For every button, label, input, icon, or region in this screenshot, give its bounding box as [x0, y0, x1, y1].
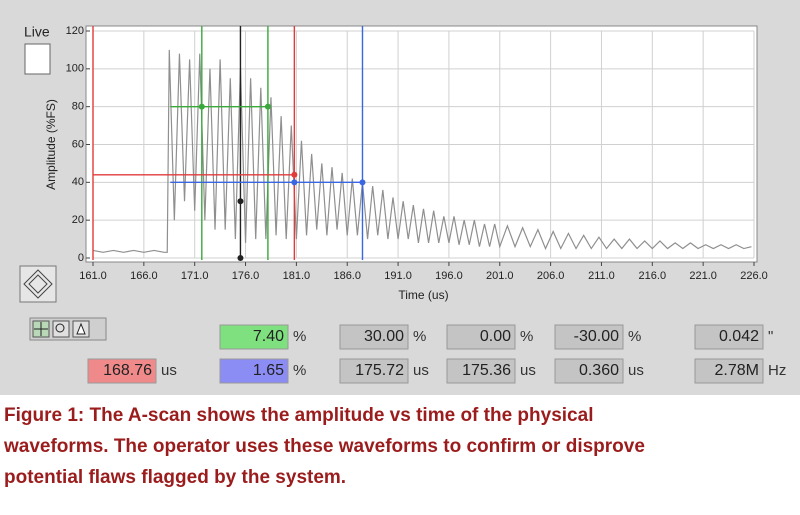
cursor-point — [291, 179, 298, 186]
nav-button[interactable] — [19, 265, 57, 303]
nav-frame — [19, 265, 57, 303]
readout-unit: " — [768, 328, 773, 345]
x-axis-label: Time (us) — [398, 288, 448, 302]
y-tick-label: 20 — [72, 214, 84, 226]
caption-line: Figure 1: The A-scan shows the amplitude… — [4, 405, 593, 426]
readout-unit: Hz — [768, 362, 786, 379]
plot: 161.0 166.0 171.0 176.0 181.0 186.0 191.0 196.0… — [44, 25, 768, 302]
x-tick-label: 216.0 — [639, 270, 667, 282]
readout-value: 0.360 — [579, 362, 619, 379]
y-tick-label: 120 — [66, 25, 84, 37]
y-axis-label: Amplitude (%FS) — [44, 99, 58, 190]
readout-box — [446, 324, 516, 350]
x-tick-label: 166.0 — [130, 270, 158, 282]
readout-value: 175.36 — [462, 362, 511, 379]
x-tick-label: 206.0 — [537, 270, 565, 282]
readout-box — [694, 324, 764, 350]
readout-value: -30.00 — [574, 328, 619, 345]
readout-value: 7.40 — [253, 328, 284, 345]
readouts: 7.40% 30.00% 0.00% -30.00% 0.042 " 168.76 us 1.6… — [87, 324, 786, 384]
x-tick-label: 171.0 — [181, 270, 209, 282]
cursor-point — [264, 103, 271, 110]
nav-diamond — [23, 269, 53, 299]
waveform — [92, 49, 752, 253]
readout-box — [554, 324, 624, 350]
x-tick-label: 161.0 — [79, 270, 107, 282]
caption-line: potential flaws flagged by the system. — [4, 467, 346, 488]
x-tick-label: 181.0 — [283, 270, 311, 282]
x-tick-label: 201.0 — [486, 270, 514, 282]
y-tick-label: 0 — [78, 252, 84, 264]
cursor-point — [198, 103, 205, 110]
readout-box — [219, 358, 289, 384]
readout-unit: us — [413, 362, 429, 379]
readout-box — [219, 324, 289, 350]
toolbar — [29, 317, 107, 341]
x-tick-label: 226.0 — [740, 270, 768, 282]
y-tick-label: 100 — [66, 63, 84, 75]
pan-tool-icon — [76, 322, 86, 335]
caption-area — [0, 395, 800, 515]
cursor-point — [237, 198, 244, 205]
x-tick-label: 196.0 — [435, 270, 463, 282]
zoom-tool-icon — [55, 323, 65, 333]
readout-value: 168.76 — [103, 362, 152, 379]
readout-unit: % — [413, 328, 426, 345]
x-tick-label: 176.0 — [232, 270, 260, 282]
readout-value: 0.00 — [480, 328, 511, 345]
readout-value: 175.72 — [355, 362, 404, 379]
cursor-tool-icon — [34, 322, 48, 336]
readout-unit: us — [161, 362, 177, 379]
readout-value: 1.65 — [253, 362, 284, 379]
readout-box — [694, 358, 764, 384]
x-tick-label: 211.0 — [588, 270, 615, 282]
live-label: Live — [24, 24, 50, 40]
readout-box — [339, 358, 409, 384]
zoom-tool[interactable] — [52, 320, 70, 338]
readout-unit: % — [293, 362, 306, 379]
y-tick-label: 80 — [72, 101, 84, 113]
cursor-point — [237, 255, 244, 261]
readout-value: 0.042 — [719, 328, 759, 345]
readout-unit: % — [520, 328, 533, 345]
x-tick-label: 186.0 — [333, 270, 361, 282]
readout-unit: us — [628, 362, 644, 379]
readout-box — [446, 358, 516, 384]
x-tick-label: 221.0 — [689, 270, 717, 282]
caption-line: waveforms. The operator uses these wavef… — [3, 436, 645, 457]
y-tick-label: 40 — [72, 176, 84, 188]
cursor-point — [291, 171, 298, 178]
cursor-point — [359, 179, 366, 186]
readout-unit: % — [628, 328, 641, 345]
readout-box — [339, 324, 409, 350]
y-tick-label: 60 — [72, 138, 84, 150]
x-tick-label: 191.0 — [384, 270, 412, 282]
readout-value: 30.00 — [364, 328, 404, 345]
readout-box — [554, 358, 624, 384]
nav-diamond-inner — [28, 274, 48, 294]
readout-unit: us — [520, 362, 536, 379]
readout-box — [87, 358, 157, 384]
readout-unit: % — [293, 328, 306, 345]
live-indicator[interactable] — [24, 43, 51, 75]
readout-value: 2.78M — [715, 362, 759, 379]
caption: Figure 1: The A-scan shows the amplitude… — [3, 405, 645, 488]
